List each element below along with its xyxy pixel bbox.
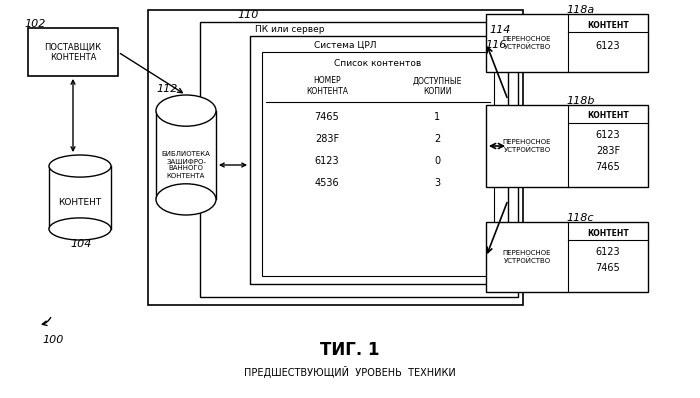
Text: ПЕРЕНОСНОЕ
УСТРОЙСТВО: ПЕРЕНОСНОЕ УСТРОЙСТВО [503, 250, 552, 264]
Ellipse shape [156, 184, 216, 215]
Text: 116: 116 [485, 40, 507, 50]
Text: Система ЦРЛ: Система ЦРЛ [314, 41, 377, 49]
Ellipse shape [156, 95, 216, 126]
Text: 2: 2 [434, 134, 440, 144]
Ellipse shape [49, 155, 111, 177]
Bar [486, 14, 648, 72]
Text: КОНТЕНТ: КОНТЕНТ [58, 198, 102, 207]
Text: 6123: 6123 [315, 156, 340, 166]
Bar [49, 166, 111, 229]
Text: ПОСТАВЩИК
КОНТЕНТА: ПОСТАВЩИК КОНТЕНТА [44, 42, 102, 62]
Bar [486, 222, 648, 292]
Text: 118c: 118c [566, 213, 594, 223]
Text: 102: 102 [24, 19, 46, 29]
Text: 0: 0 [434, 156, 440, 166]
Text: 7465: 7465 [596, 263, 620, 273]
Text: 7465: 7465 [314, 112, 340, 122]
Text: КОНТЕНТ: КОНТЕНТ [587, 228, 629, 238]
Text: КОНТЕНТ: КОНТЕНТ [587, 21, 629, 29]
Text: ΤИГ. 1: ΤИГ. 1 [321, 341, 379, 359]
Text: Список контентов: Список контентов [335, 59, 421, 68]
Text: 118b: 118b [566, 96, 594, 106]
Text: КОНТЕНТ: КОНТЕНТ [587, 111, 629, 121]
Bar [148, 10, 523, 305]
Text: 6123: 6123 [596, 41, 620, 51]
Text: 7465: 7465 [596, 162, 620, 172]
Text: ПЕРЕНОСНОЕ
УСТРОЙСТВО: ПЕРЕНОСНОЕ УСТРОЙСТВО [503, 36, 552, 50]
Text: ДОСТУПНЫЕ
КОПИИ: ДОСТУПНЫЕ КОПИИ [412, 76, 462, 96]
Text: 6123: 6123 [596, 247, 620, 257]
Bar [156, 111, 216, 199]
Text: ПК или сервер: ПК или сервер [256, 25, 325, 35]
Text: 100: 100 [42, 335, 64, 345]
Text: 112: 112 [156, 84, 177, 94]
Text: 283F: 283F [596, 146, 620, 156]
Text: 3: 3 [434, 178, 440, 188]
Text: 110: 110 [237, 10, 259, 20]
Text: 114: 114 [489, 25, 511, 35]
Bar [200, 22, 518, 297]
Bar [486, 105, 648, 187]
Text: 104: 104 [70, 239, 92, 249]
Text: 1: 1 [434, 112, 440, 122]
Bar [28, 28, 118, 76]
Text: ПЕРЕНОСНОЕ
УСТРОЙСТВО: ПЕРЕНОСНОЕ УСТРОЙСТВО [503, 139, 552, 153]
Ellipse shape [49, 218, 111, 240]
Text: 283F: 283F [315, 134, 339, 144]
Text: 118a: 118a [566, 5, 594, 15]
Bar [262, 52, 494, 276]
Text: ПРЕДШЕСТВУЮЩИЙ  УРОВЕНЬ  ТЕХНИКИ: ПРЕДШЕСТВУЮЩИЙ УРОВЕНЬ ТЕХНИКИ [244, 366, 456, 378]
Text: 4536: 4536 [315, 178, 340, 188]
Text: БИБЛИОТЕКА
ЗАШИФРО-
ВАННОГО
КОНТЕНТА: БИБЛИОТЕКА ЗАШИФРО- ВАННОГО КОНТЕНТА [162, 152, 211, 178]
Text: НОМЕР
КОНТЕНТА: НОМЕР КОНТЕНТА [306, 76, 348, 96]
Bar [250, 36, 508, 284]
Text: 6123: 6123 [596, 130, 620, 140]
